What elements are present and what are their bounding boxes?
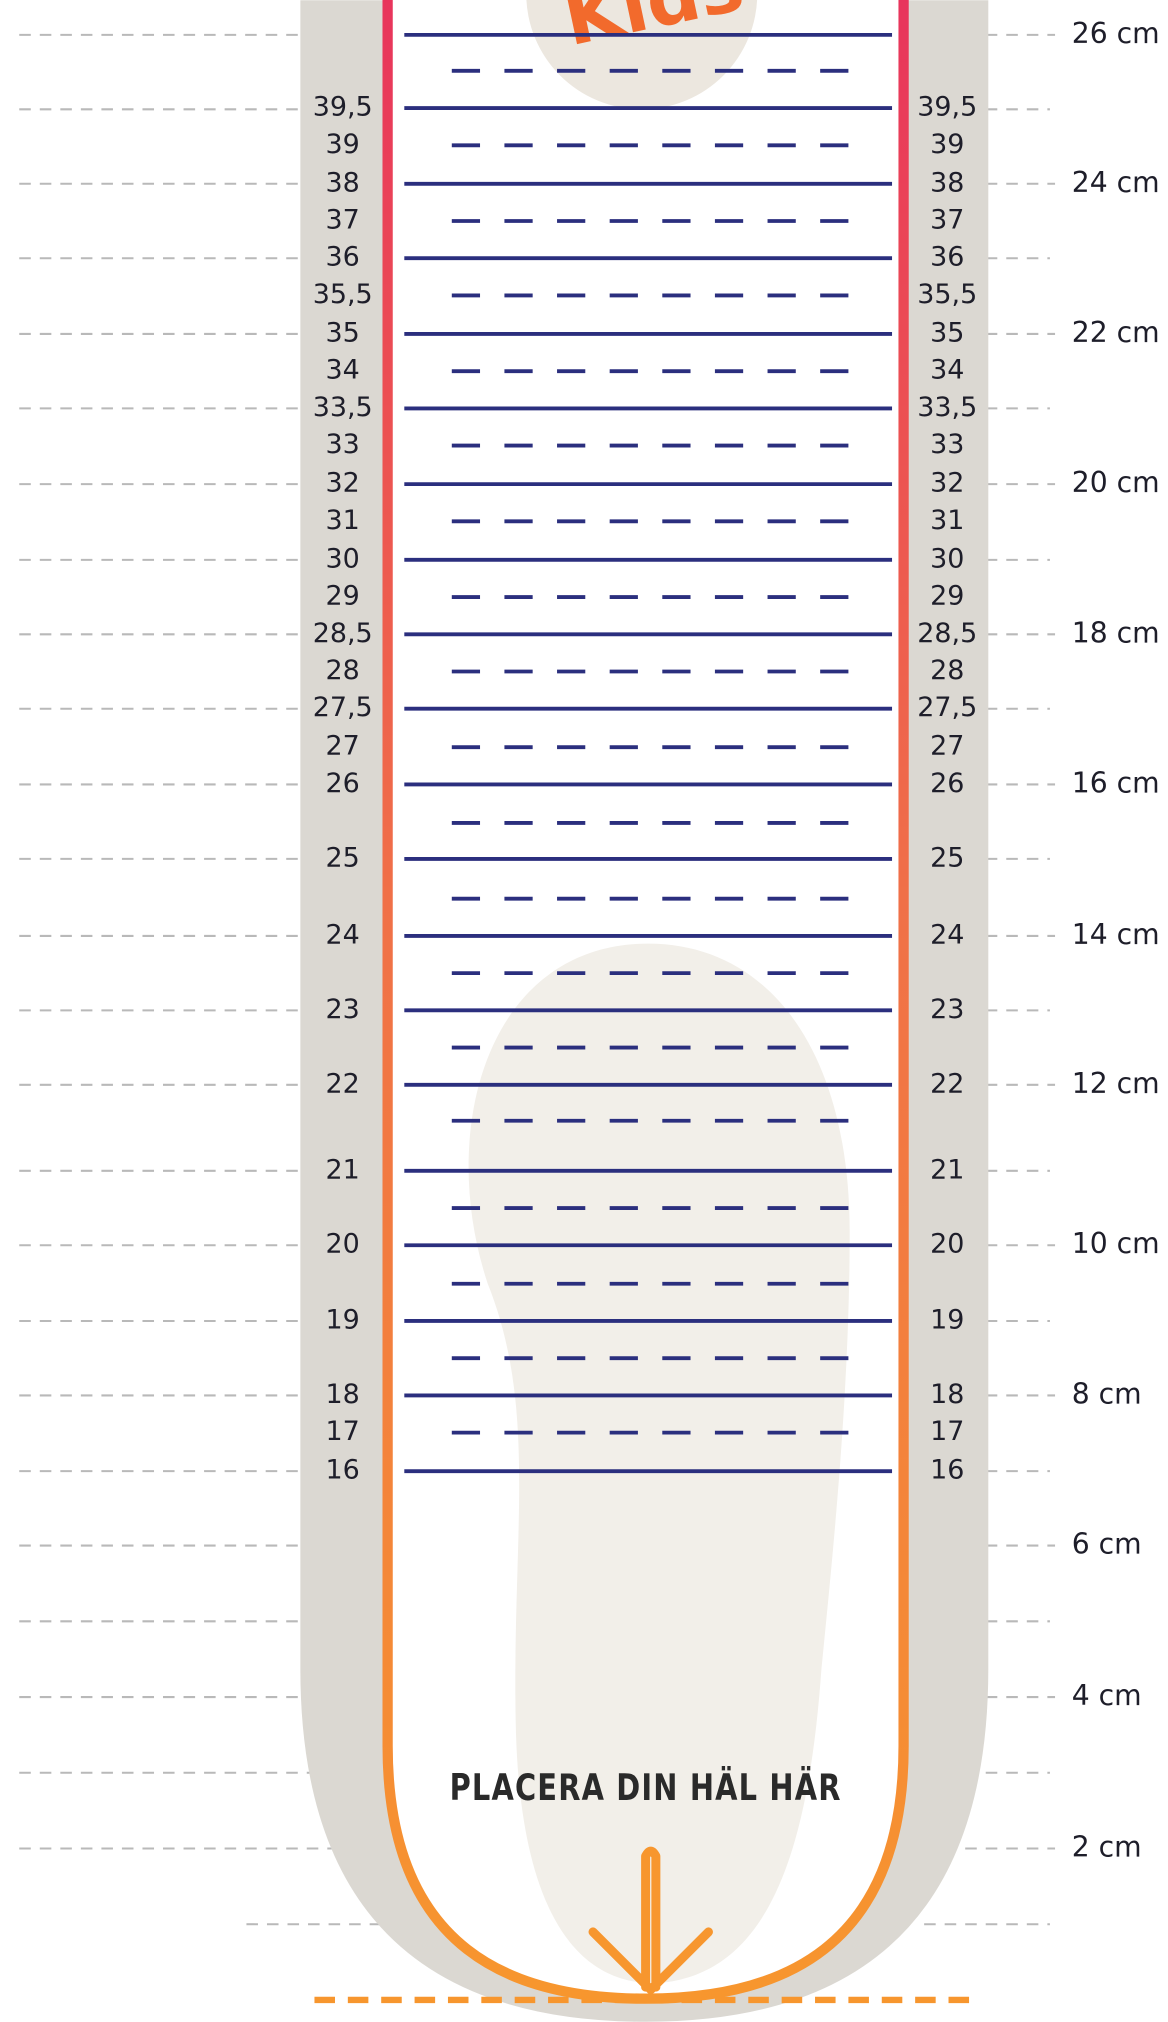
size-label-left: 34 <box>326 355 360 386</box>
size-label-left: 39,5 <box>313 92 373 123</box>
size-label-left: 27 <box>326 731 360 762</box>
size-label-left: 24 <box>326 919 360 950</box>
size-label-left: 33,5 <box>313 392 373 423</box>
cm-label: 4 cm <box>1072 1679 1142 1712</box>
size-label-left: 32 <box>326 468 360 499</box>
cm-label: 24 cm <box>1072 166 1160 199</box>
cm-label: 14 cm <box>1072 918 1160 951</box>
size-label-left: 25 <box>326 842 360 873</box>
size-label-right: 39,5 <box>917 92 977 123</box>
size-label-left: 26 <box>326 768 360 799</box>
size-label-left: 28,5 <box>313 618 373 649</box>
size-label-left: 35 <box>326 317 360 348</box>
size-label-left: 19 <box>326 1304 360 1335</box>
size-label-left: 27,5 <box>313 692 373 723</box>
cm-label: 10 cm <box>1072 1227 1160 1260</box>
size-label-right: 27,5 <box>917 692 977 723</box>
size-label-left: 23 <box>326 994 360 1025</box>
size-label-left: 21 <box>326 1154 360 1185</box>
size-label-left: 29 <box>326 581 360 612</box>
size-label-left: 31 <box>326 505 360 536</box>
cm-label: 26 cm <box>1072 17 1160 50</box>
size-label-right: 27 <box>930 731 964 762</box>
size-label-left: 22 <box>326 1068 360 1099</box>
cm-label: 16 cm <box>1072 766 1160 799</box>
size-label-right: 35 <box>930 317 964 348</box>
foot-silhouette <box>468 943 850 1984</box>
size-label-right: 31 <box>930 505 964 536</box>
size-label-right: 35,5 <box>917 279 977 310</box>
size-label-right: 18 <box>930 1379 964 1410</box>
size-label-right: 38 <box>930 167 964 198</box>
size-label-right: 37 <box>930 204 964 235</box>
size-label-left: 35,5 <box>313 279 373 310</box>
size-label-right: 28 <box>930 655 964 686</box>
size-label-right: 19 <box>930 1304 964 1335</box>
size-label-right: 39 <box>930 129 964 160</box>
size-label-right: 23 <box>930 994 964 1025</box>
cm-label: 12 cm <box>1072 1067 1160 1100</box>
size-label-right: 33 <box>930 429 964 460</box>
size-label-left: 36 <box>326 242 360 273</box>
size-label-right: 34 <box>930 355 964 386</box>
cm-label: 22 cm <box>1072 316 1160 349</box>
size-label-left: 20 <box>326 1229 360 1260</box>
size-label-left: 17 <box>326 1416 360 1447</box>
logo-badge <box>526 0 758 110</box>
size-rows: 39,5 39,5 39 39 38 38 37 37 36 36 35,5 35,5 35 35 34 34… <box>313 32 977 1486</box>
heel-arrow <box>588 1846 713 1995</box>
cm-label: 8 cm <box>1072 1377 1142 1410</box>
size-label-right: 22 <box>930 1068 964 1099</box>
size-label-left: 30 <box>326 543 360 574</box>
size-label-left: 16 <box>326 1455 360 1486</box>
size-label-right: 21 <box>930 1154 964 1185</box>
size-label-right: 28,5 <box>917 618 977 649</box>
size-label-right: 36 <box>930 242 964 273</box>
cm-label: 6 cm <box>1072 1528 1142 1561</box>
size-label-left: 39 <box>326 129 360 160</box>
cm-label: 2 cm <box>1072 1830 1142 1863</box>
heading: PLACERA DIN HÄL HÄR <box>450 1764 842 1809</box>
size-label-right: 25 <box>930 842 964 873</box>
size-label-right: 17 <box>930 1416 964 1447</box>
size-label-right: 20 <box>930 1229 964 1260</box>
size-label-right: 29 <box>930 581 964 612</box>
size-label-left: 38 <box>326 167 360 198</box>
size-label-left: 33 <box>326 429 360 460</box>
size-label-left: 18 <box>326 1379 360 1410</box>
size-label-right: 32 <box>930 468 964 499</box>
cm-label: 18 cm <box>1072 616 1160 649</box>
cm-label: 20 cm <box>1072 466 1160 499</box>
size-label-right: 24 <box>930 919 964 950</box>
size-label-right: 33,5 <box>917 392 977 423</box>
size-label-right: 26 <box>930 768 964 799</box>
size-label-right: 30 <box>930 543 964 574</box>
size-label-right: 16 <box>930 1455 964 1486</box>
guide-lines: 26 cm 24 cm 22 cm 20 cm 18 cm 16 cm 14 cm 12 cm… <box>19 17 1160 1926</box>
size-label-left: 28 <box>326 655 360 686</box>
size-label-left: 37 <box>326 204 360 235</box>
